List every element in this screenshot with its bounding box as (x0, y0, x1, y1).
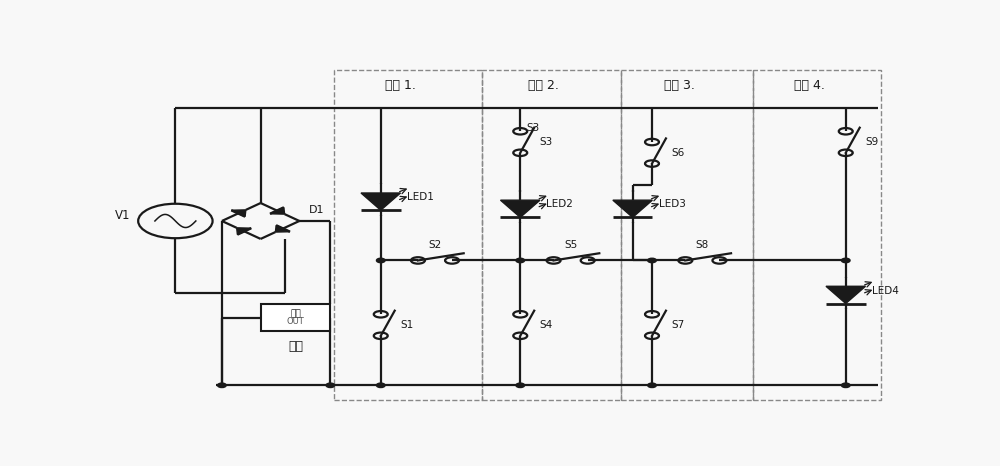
Circle shape (842, 259, 850, 262)
Polygon shape (231, 210, 246, 217)
Text: LED3: LED3 (659, 199, 685, 210)
Circle shape (842, 384, 850, 387)
Text: S5: S5 (564, 240, 577, 250)
Text: S1: S1 (400, 320, 413, 330)
Polygon shape (237, 228, 251, 234)
Polygon shape (270, 207, 285, 214)
Polygon shape (275, 226, 290, 232)
Bar (334, 70, 482, 400)
Polygon shape (500, 200, 540, 218)
Bar (621, 70, 753, 400)
Bar (261, 304, 330, 331)
Text: 单元 3.: 单元 3. (664, 79, 695, 92)
Text: S7: S7 (671, 320, 685, 330)
Circle shape (218, 384, 226, 387)
Text: LED1: LED1 (407, 192, 434, 202)
Circle shape (516, 259, 524, 262)
Circle shape (648, 259, 656, 262)
Text: S2: S2 (428, 240, 442, 250)
Text: 单元 1.: 单元 1. (385, 79, 416, 92)
Polygon shape (613, 200, 652, 218)
Polygon shape (361, 193, 401, 210)
Text: S3: S3 (526, 123, 540, 133)
Text: 单元 4.: 单元 4. (794, 79, 824, 92)
Text: S3: S3 (540, 137, 553, 147)
Text: LED4: LED4 (872, 286, 899, 295)
Text: 单元 2.: 单元 2. (528, 79, 559, 92)
Text: 限流: 限流 (290, 309, 301, 318)
Bar (753, 70, 881, 400)
Text: S9: S9 (865, 137, 878, 147)
Text: S4: S4 (540, 320, 553, 330)
Text: S6: S6 (671, 148, 685, 158)
Text: 限流: 限流 (288, 340, 303, 353)
Circle shape (648, 384, 656, 387)
Circle shape (516, 384, 524, 387)
Circle shape (377, 259, 385, 262)
Text: S8: S8 (696, 240, 709, 250)
Text: LED2: LED2 (546, 199, 573, 210)
Circle shape (377, 384, 385, 387)
Text: V1: V1 (115, 209, 130, 222)
Circle shape (326, 384, 334, 387)
Text: OUT: OUT (287, 317, 304, 326)
Bar (482, 70, 621, 400)
Polygon shape (826, 286, 866, 303)
Text: D1: D1 (309, 205, 324, 215)
